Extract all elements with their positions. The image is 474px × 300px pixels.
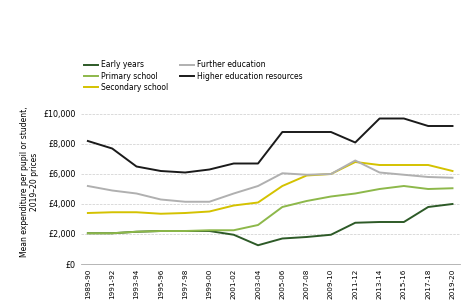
Further education [134,192,139,195]
Further education [328,172,334,176]
Secondary school [109,211,115,214]
Higher education resources [401,117,407,120]
Early years [109,232,115,235]
Further education [85,184,91,188]
Higher education resources [280,130,285,134]
Higher education resources [304,130,310,134]
Early years [328,233,334,236]
Further education [231,192,237,195]
Higher education resources [450,124,456,128]
Further education [207,200,212,203]
Secondary school [134,211,139,214]
Higher education resources [85,139,91,143]
Higher education resources [328,130,334,134]
Line: Secondary school: Secondary school [88,162,453,214]
Primary school [304,199,310,203]
Line: Further education: Further education [88,160,453,202]
Secondary school [425,163,431,167]
Early years [450,202,456,206]
Early years [182,229,188,233]
Legend: Early years, Primary school, Secondary school, Further education, Higher educati: Early years, Primary school, Secondary s… [84,60,302,92]
Further education [450,176,456,179]
Further education [158,198,164,201]
Early years [207,229,212,233]
Early years [85,232,91,235]
Primary school [425,187,431,191]
Further education [377,171,383,174]
Early years [377,220,383,224]
Primary school [182,229,188,233]
Higher education resources [182,171,188,174]
Primary school [377,187,383,191]
Early years [304,235,310,239]
Primary school [231,229,237,232]
Primary school [255,223,261,227]
Secondary school [182,211,188,215]
Primary school [207,229,212,232]
Secondary school [255,201,261,204]
Early years [425,205,431,209]
Secondary school [158,212,164,215]
Line: Primary school: Primary school [88,186,453,233]
Secondary school [207,210,212,213]
Early years [280,237,285,240]
Early years [255,244,261,247]
Primary school [328,195,334,198]
Higher education resources [255,162,261,165]
Line: Higher education resources: Higher education resources [88,118,453,172]
Further education [109,189,115,192]
Higher education resources [134,165,139,168]
Primary school [134,230,139,233]
Secondary school [231,204,237,207]
Line: Early years: Early years [88,204,453,245]
Higher education resources [109,147,115,150]
Higher education resources [207,168,212,171]
Early years [401,220,407,224]
Primary school [85,232,91,235]
Secondary school [401,163,407,167]
Secondary school [377,163,383,167]
Secondary school [85,211,91,215]
Further education [304,173,310,176]
Primary school [280,205,285,209]
Further education [352,159,358,162]
Secondary school [450,169,456,173]
Primary school [401,184,407,188]
Higher education resources [377,117,383,120]
Primary school [158,229,164,233]
Further education [255,184,261,188]
Further education [280,171,285,175]
Secondary school [304,174,310,177]
Secondary school [328,172,334,176]
Y-axis label: Mean expenditure per pupil or student,
2019–20 prices: Mean expenditure per pupil or student, 2… [20,106,39,257]
Further education [182,200,188,203]
Secondary school [280,184,285,188]
Further education [425,175,431,179]
Primary school [109,232,115,235]
Early years [134,230,139,233]
Primary school [450,186,456,190]
Early years [352,221,358,224]
Early years [158,229,164,233]
Higher education resources [231,162,237,165]
Higher education resources [352,141,358,144]
Higher education resources [158,169,164,173]
Early years [231,233,237,236]
Secondary school [352,160,358,164]
Primary school [352,192,358,195]
Further education [401,173,407,176]
Higher education resources [425,124,431,128]
